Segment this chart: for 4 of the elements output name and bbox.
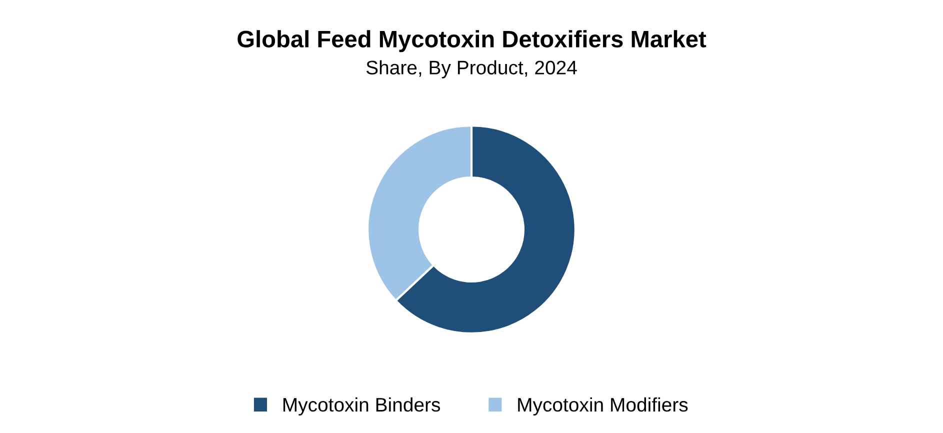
- legend-label: Mycotoxin Binders: [283, 397, 440, 416]
- chart-title: Global Feed Mycotoxin Detoxifiers Market: [238, 30, 706, 52]
- chart-subtitle: Share, By Product, 2024: [366, 60, 577, 78]
- legend-label: Mycotoxin Modifiers: [518, 397, 688, 416]
